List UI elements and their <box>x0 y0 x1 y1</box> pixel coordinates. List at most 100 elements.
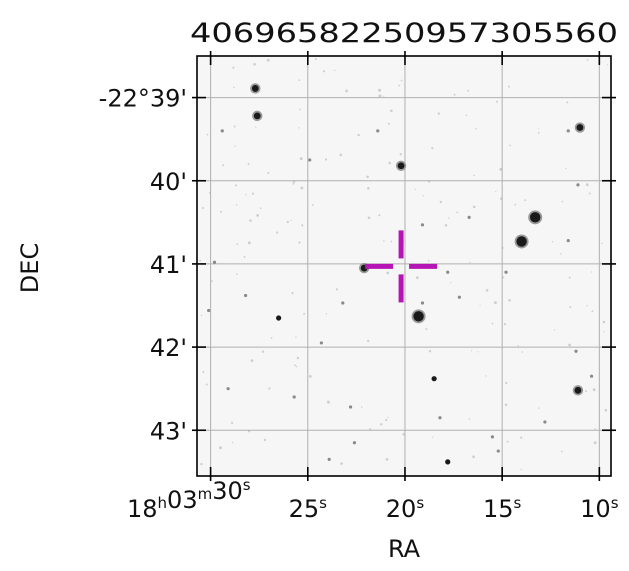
noise-speck <box>468 418 471 420</box>
noise-speck <box>586 58 589 61</box>
noise-speck <box>294 364 296 367</box>
noise-speck <box>340 462 343 465</box>
grid-lines <box>197 56 611 476</box>
x-tick-label: 25s <box>289 494 328 523</box>
star-point <box>490 435 495 439</box>
noise-speck <box>250 359 254 362</box>
noise-speck <box>415 276 419 279</box>
star-point <box>253 112 261 120</box>
noise-speck <box>431 147 434 150</box>
star-point <box>220 129 224 133</box>
star-point <box>376 129 380 133</box>
star-point <box>251 85 259 92</box>
noise-speck <box>235 204 238 206</box>
noise-speck <box>509 144 512 147</box>
noise-speck <box>495 190 497 193</box>
noise-speck <box>602 320 606 324</box>
x-tick-label: 18h03m30s <box>127 476 251 523</box>
x-tick-label: 15s <box>483 494 522 523</box>
noise-speck <box>432 436 434 438</box>
noise-speck <box>253 63 256 66</box>
star-point <box>457 295 461 299</box>
noise-speck <box>444 224 448 227</box>
star-point <box>574 349 578 353</box>
noise-speck <box>231 421 234 424</box>
x-tick-labels: 18h03m30s 25s 20s 15s 10s <box>127 476 619 523</box>
noise-speck <box>399 153 402 156</box>
noise-speck <box>588 192 591 195</box>
noise-speck <box>469 261 471 264</box>
x-tick-label: 10s <box>580 494 619 523</box>
noise-speck <box>270 337 273 339</box>
noise-speck <box>514 203 517 206</box>
noise-speck <box>390 109 393 113</box>
noise-speck <box>386 271 390 275</box>
noise-speck <box>505 381 508 384</box>
noise-speck <box>566 101 569 104</box>
noise-speck <box>561 200 564 203</box>
noise-speck <box>367 216 371 220</box>
noise-speck <box>205 383 208 386</box>
y-tick-label: 43' <box>150 417 187 445</box>
noise-speck <box>295 336 297 338</box>
noise-speck <box>301 224 304 227</box>
noise-speck <box>367 339 370 343</box>
noise-speck <box>520 436 523 439</box>
y-tick-labels: -22°39' 40' 41' 42' 43' <box>99 85 187 446</box>
star-point <box>413 311 424 322</box>
star-point <box>576 124 584 131</box>
noise-speck <box>593 441 597 445</box>
noise-speck <box>218 446 222 450</box>
star-point <box>319 341 323 345</box>
star-field <box>207 83 594 465</box>
noise-speck <box>326 400 330 404</box>
noise-speck <box>385 419 388 422</box>
noise-speck <box>378 88 382 92</box>
noise-speck <box>508 299 511 302</box>
star-point <box>438 416 442 420</box>
noise-speck <box>234 145 236 147</box>
star-point <box>431 376 437 382</box>
noise-speck <box>485 289 489 292</box>
noise-speck <box>232 66 235 69</box>
star-point <box>243 293 248 298</box>
star-point <box>445 459 451 465</box>
noise-speck <box>473 174 475 177</box>
noise-speck <box>590 271 593 273</box>
noise-speck <box>496 100 499 103</box>
noise-speck <box>255 126 257 128</box>
star-point <box>276 315 282 321</box>
noise-speck <box>298 241 301 244</box>
y-axis-title: DEC <box>16 243 44 293</box>
star-point <box>292 395 296 399</box>
noise-speck <box>235 184 237 187</box>
noise-speck <box>398 84 401 87</box>
noise-speck <box>465 114 468 117</box>
noise-speck <box>601 242 603 245</box>
star-point <box>226 387 230 391</box>
noise-speck <box>299 157 303 161</box>
noise-speck <box>325 313 328 315</box>
noise-speck <box>233 86 235 89</box>
noise-speck <box>251 192 255 195</box>
noise-speck <box>292 182 295 185</box>
noise-speck <box>428 350 432 353</box>
noise-speck <box>324 158 328 161</box>
noise-speck <box>538 128 540 130</box>
noise-speck <box>524 199 527 202</box>
noise-speck <box>378 94 382 98</box>
star-point <box>352 441 357 445</box>
noise-speck <box>517 345 520 347</box>
noise-speck <box>247 241 251 245</box>
noise-speck <box>199 259 202 262</box>
noise-speck <box>383 95 385 97</box>
plot-frame <box>196 55 612 477</box>
noise-speck <box>220 210 223 213</box>
noise-speck <box>366 175 369 179</box>
y-tick-label: 42' <box>150 334 187 362</box>
star-point <box>308 158 312 162</box>
star-point <box>529 212 541 223</box>
sky-noise <box>199 58 609 471</box>
noise-speck <box>422 195 424 197</box>
noise-speck <box>565 167 567 170</box>
